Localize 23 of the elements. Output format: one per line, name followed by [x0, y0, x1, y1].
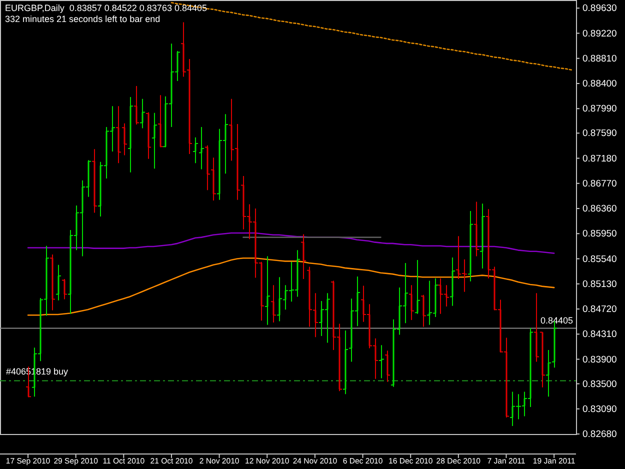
y-tick-label: 0.85130 — [582, 278, 617, 290]
y-tick-label: 0.83090 — [582, 404, 617, 415]
ref-line-label: 0.84405 — [540, 315, 573, 326]
y-tick-label: 0.84720 — [582, 304, 617, 316]
y-tick-label: 0.82680 — [582, 429, 617, 440]
line-series — [27, 232, 555, 254]
line-series — [170, 2, 573, 71]
y-tick-label: 0.87590 — [582, 128, 617, 140]
chart-title: EURGBP,Daily 0.83857 0.84522 0.83763 0.84405 — [5, 3, 207, 13]
y-tick-label: 0.86360 — [582, 204, 617, 215]
y-tick-label: 0.85540 — [582, 254, 617, 265]
y-tick-label: 0.83500 — [582, 378, 617, 390]
y-tick-label: 0.85950 — [582, 228, 617, 240]
y-tick-label: 0.89220 — [582, 28, 617, 40]
text: 332 minutes 21 seconds left to bar end — [5, 14, 160, 24]
y-tick-label: 0.83900 — [582, 354, 617, 366]
y-tick-label: 0.89630 — [582, 3, 617, 14]
y-tick-label: 0.87990 — [582, 104, 617, 115]
y-tick-label: 0.86770 — [582, 178, 617, 190]
y-tick-label: 0.87180 — [582, 153, 617, 164]
y-tick-label: 0.88400 — [582, 78, 617, 90]
y-tick-label: 0.84310 — [582, 329, 617, 340]
y-tick-label: 0.88810 — [582, 53, 617, 64]
